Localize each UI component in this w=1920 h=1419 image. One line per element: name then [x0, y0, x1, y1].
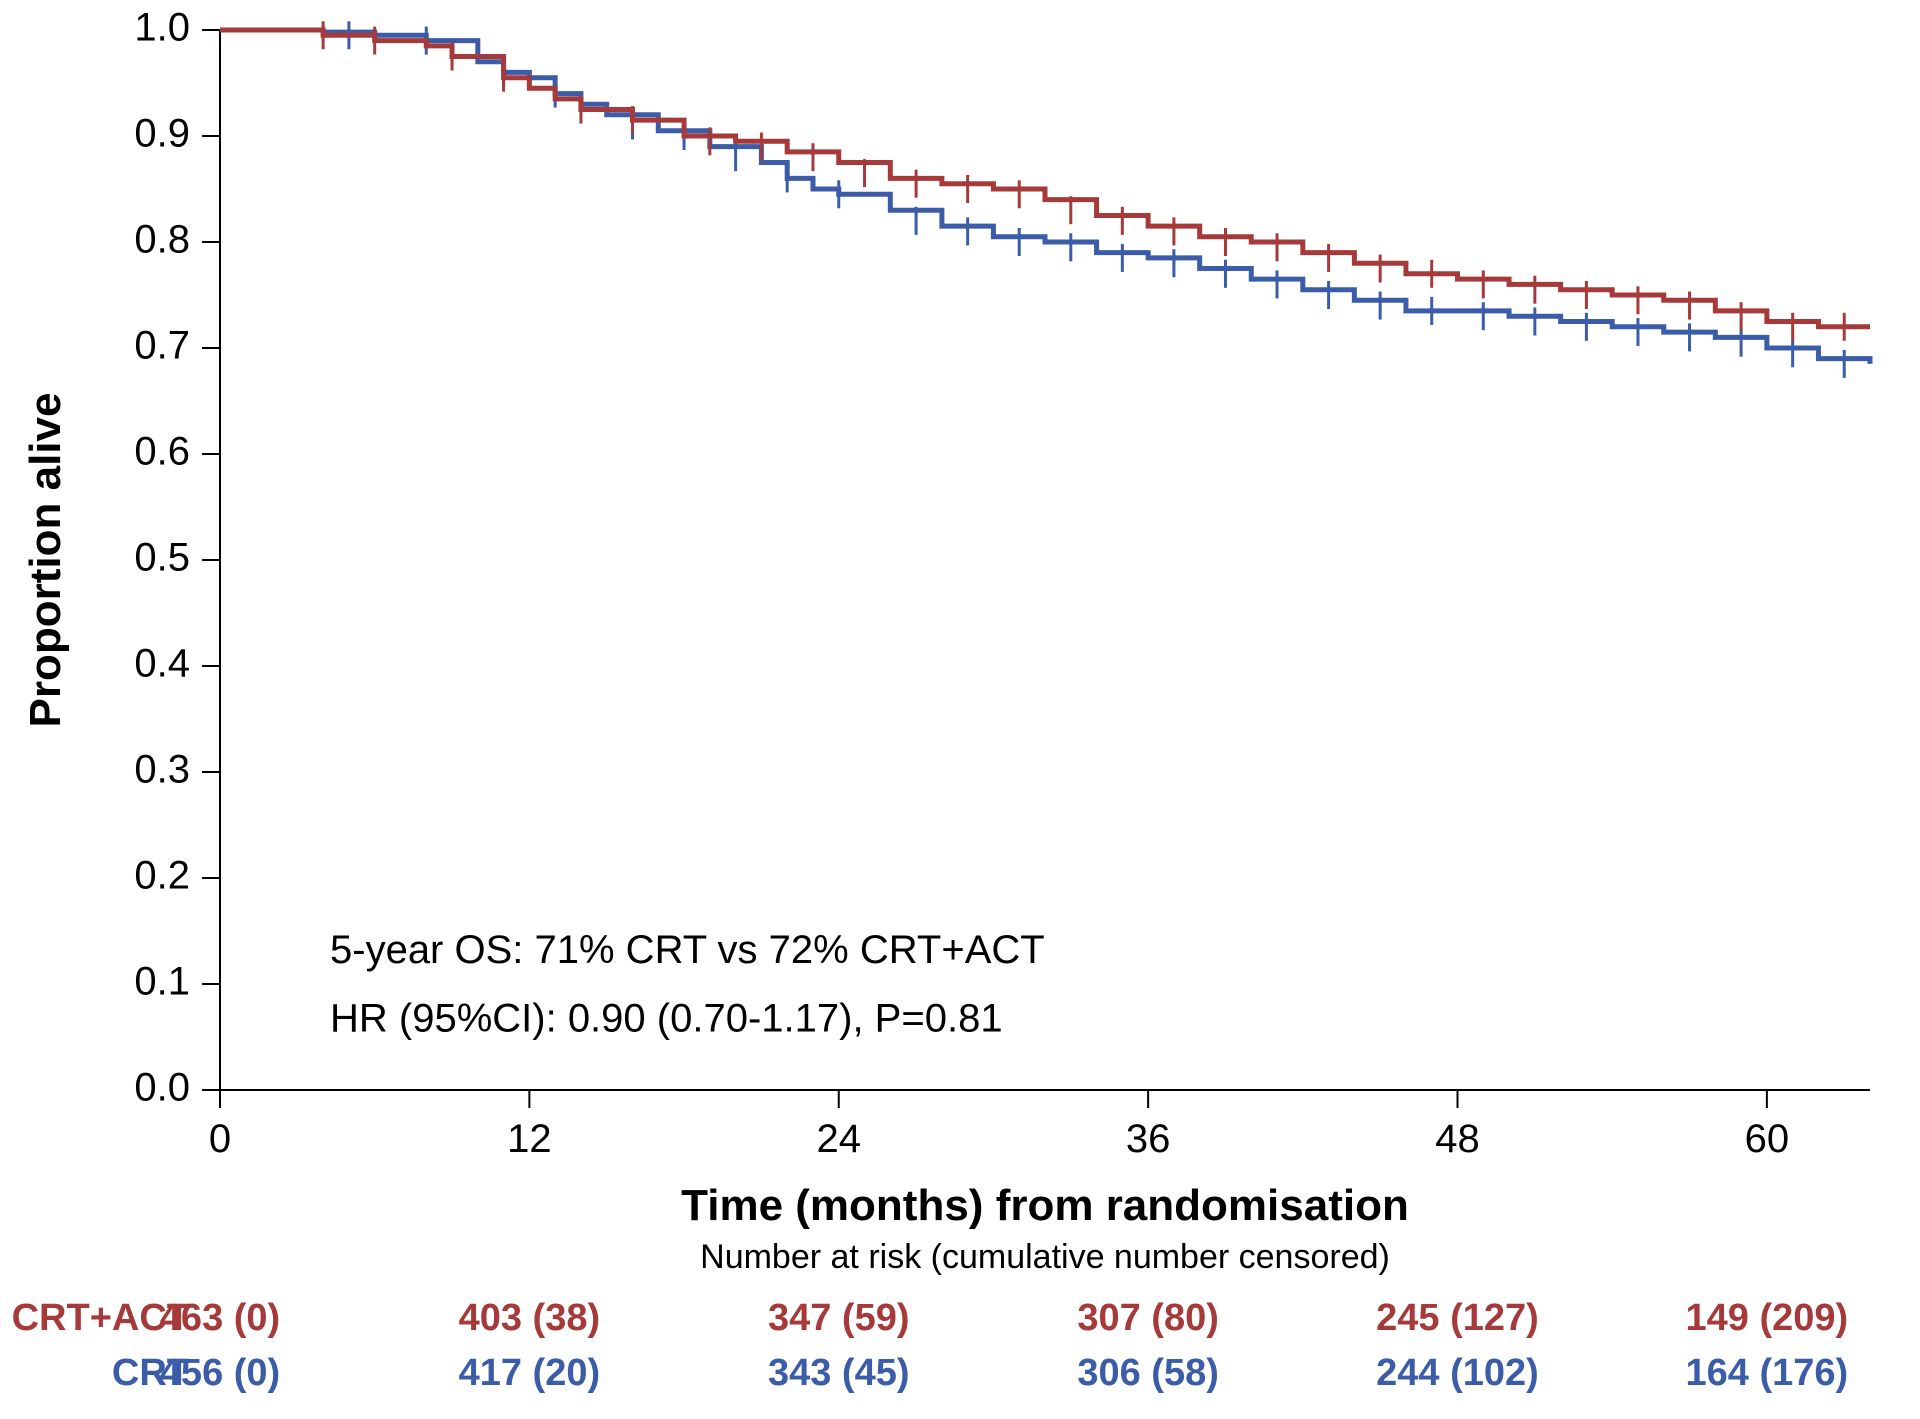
risk-cell-1-4: 244 (102) [1376, 1352, 1539, 1394]
x-axis-label: Time (months) from randomisation [681, 1181, 1409, 1230]
y-tick-label: 0.5 [134, 536, 190, 580]
kaplan-meier-plot: 0.0 0.1 0.2 0.3 0.4 0.5 0.6 0.7 0.8 0.9 1.0 0 12 24 36… [0, 0, 1920, 1419]
risk-cell-1-1: 417 (20) [459, 1352, 601, 1394]
risk-cell-1-3: 306 (58) [1077, 1352, 1219, 1394]
y-tick-label: 0.3 [134, 748, 190, 792]
risk-cell-0-4: 245 (127) [1376, 1297, 1539, 1339]
risk-cell-1-5: 164 (176) [1686, 1352, 1849, 1394]
risk-cell-0-3: 307 (80) [1077, 1297, 1219, 1339]
y-tick-label: 0.7 [134, 324, 190, 368]
y-tick-label: 0.6 [134, 430, 190, 474]
risk-cell-0-2: 347 (59) [768, 1297, 910, 1339]
survival-curve-crt_act [220, 30, 1870, 327]
stats-line-1: 5-year OS: 71% CRT vs 72% CRT+ACT [330, 928, 1045, 972]
x-tick-label: 0 [209, 1117, 231, 1161]
stats-line-2: HR (95%CI): 0.90 (0.70-1.17), P=0.81 [330, 997, 1003, 1041]
y-tick-label: 0.0 [134, 1066, 190, 1110]
y-axis-label: Proportion alive [21, 393, 70, 728]
risk-cell-1-0: 456 (0) [160, 1352, 280, 1394]
risk-cell-1-2: 343 (45) [768, 1352, 910, 1394]
risk-table-header: Number at risk (cumulative number censor… [700, 1238, 1390, 1276]
risk-cell-0-5: 149 (209) [1686, 1297, 1849, 1339]
y-tick-label: 0.9 [134, 112, 190, 156]
x-tick-label: 60 [1745, 1117, 1790, 1161]
risk-cell-0-1: 403 (38) [459, 1297, 601, 1339]
km-survival-figure: { "figure": { "type": "kaplan-meier-surv… [0, 0, 1920, 1419]
x-tick-label: 36 [1126, 1117, 1171, 1161]
y-tick-label: 0.8 [134, 218, 190, 262]
x-tick-label: 24 [817, 1117, 862, 1161]
risk-cell-0-0: 463 (0) [160, 1297, 280, 1339]
x-tick-label: 12 [507, 1117, 552, 1161]
x-tick-label: 48 [1435, 1117, 1480, 1161]
y-tick-label: 0.4 [134, 642, 190, 686]
y-tick-label: 0.2 [134, 854, 190, 898]
y-tick-label: 1.0 [134, 6, 190, 50]
y-tick-label: 0.1 [134, 960, 190, 1004]
